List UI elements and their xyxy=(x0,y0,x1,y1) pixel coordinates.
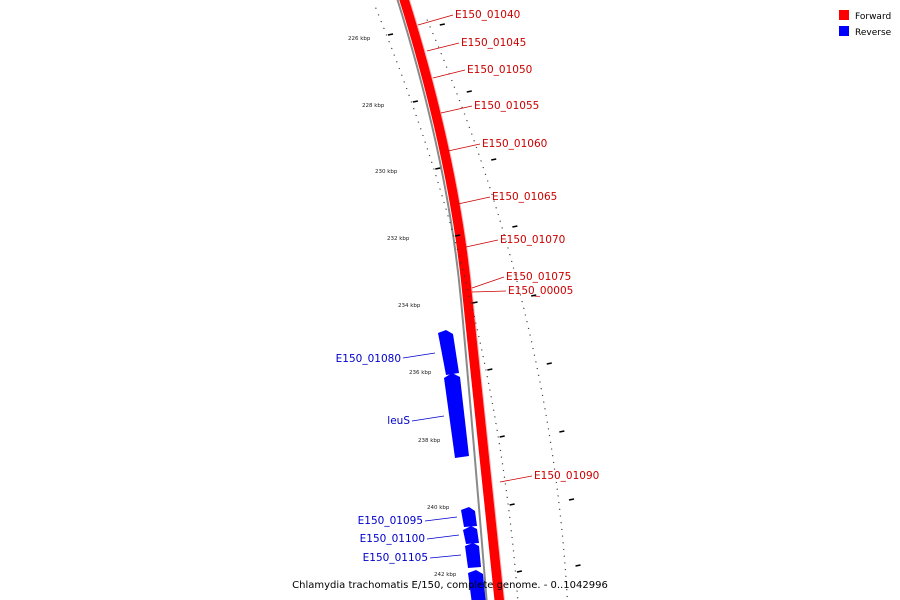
outer-major-tick xyxy=(575,564,581,567)
outer-major-tick xyxy=(466,90,472,93)
legend: Forward Reverse xyxy=(839,10,892,38)
gene-label-forward[interactable]: E150_01065 xyxy=(492,191,557,203)
tick-label: 232 kbp xyxy=(387,236,410,242)
reverse-gene-block[interactable] xyxy=(444,373,469,458)
tick-label: 240 kbp xyxy=(427,505,450,511)
tick-label: 226 kbp xyxy=(348,36,371,42)
ruler-major-tick xyxy=(387,33,394,36)
forward-strand-edge xyxy=(409,0,505,600)
outer-major-tick xyxy=(568,498,575,501)
genome-backbone xyxy=(396,0,488,600)
gene-label-forward[interactable]: E150_01090 xyxy=(534,470,599,482)
gene-label-forward[interactable]: E150_01060 xyxy=(482,138,547,150)
ruler-major-tick xyxy=(412,100,419,103)
reverse-gene-labels: E150_01080 leuS E150_01095 E150_01100 E1… xyxy=(336,353,428,564)
reverse-gene-leaders xyxy=(402,352,462,559)
legend-label-forward: Forward xyxy=(855,12,891,22)
tick-label: 234 kbp xyxy=(398,303,421,309)
ruler-major-tick xyxy=(455,234,461,237)
gene-label-reverse[interactable]: E150_01095 xyxy=(358,515,423,527)
ruler-major-tick xyxy=(487,368,493,371)
gene-label-reverse[interactable]: leuS xyxy=(387,415,410,427)
gene-label-forward[interactable]: E150_01070 xyxy=(500,234,565,246)
tick-label: 236 kbp xyxy=(409,370,432,376)
outer-major-tick xyxy=(439,23,445,26)
ruler-major-tick xyxy=(509,503,515,506)
forward-gene-leaders xyxy=(417,14,533,483)
reverse-gene-block[interactable] xyxy=(465,543,481,568)
reverse-gene-block[interactable] xyxy=(461,507,477,527)
tick-label: 238 kbp xyxy=(418,438,441,444)
legend-label-reverse: Reverse xyxy=(855,28,892,38)
reverse-gene-block[interactable] xyxy=(468,570,486,600)
gene-label-reverse[interactable]: E150_01105 xyxy=(363,552,428,564)
ruler-major-tick xyxy=(472,301,478,304)
ruler-major-tick xyxy=(499,435,505,438)
tick-label: 230 kbp xyxy=(375,169,398,175)
legend-swatch-forward xyxy=(839,10,849,20)
forward-strand-ring xyxy=(399,0,505,600)
reverse-gene-block[interactable] xyxy=(438,330,459,375)
reverse-genes xyxy=(438,330,486,600)
outer-major-tick xyxy=(512,225,518,228)
ruler-major-tick xyxy=(516,570,523,573)
legend-swatch-reverse xyxy=(839,26,849,36)
gene-label-forward[interactable]: E150_01040 xyxy=(455,9,520,21)
map-caption: Chlamydia trachomatis E/150, complete ge… xyxy=(292,580,608,591)
tick-label: 228 kbp xyxy=(362,103,385,109)
ruler-major-tick xyxy=(435,167,441,170)
gene-label-forward[interactable]: E150_01045 xyxy=(461,37,526,49)
forward-gene-labels: E150_01040 E150_01045 E150_01050 E150_01… xyxy=(455,9,599,482)
gene-label-forward[interactable]: E150_01075 xyxy=(506,271,571,283)
outer-major-tick xyxy=(491,158,497,161)
outer-major-tick xyxy=(531,294,537,297)
gene-label-forward[interactable]: E150_00005 xyxy=(508,285,573,297)
gene-label-reverse[interactable]: E150_01100 xyxy=(360,533,425,545)
gene-label-reverse[interactable]: E150_01080 xyxy=(336,353,401,365)
ruler-tick-labels: 226 kbp 228 kbp 230 kbp 232 kbp 234 kbp … xyxy=(348,36,457,578)
gene-label-forward[interactable]: E150_01055 xyxy=(474,100,539,112)
outer-major-tick xyxy=(559,430,565,433)
reverse-gene-block[interactable] xyxy=(463,526,479,544)
outer-major-tick xyxy=(546,362,552,365)
tick-label: 242 kbp xyxy=(434,572,457,578)
ruler-ticks xyxy=(375,7,581,599)
gene-label-forward[interactable]: E150_01050 xyxy=(467,64,532,76)
